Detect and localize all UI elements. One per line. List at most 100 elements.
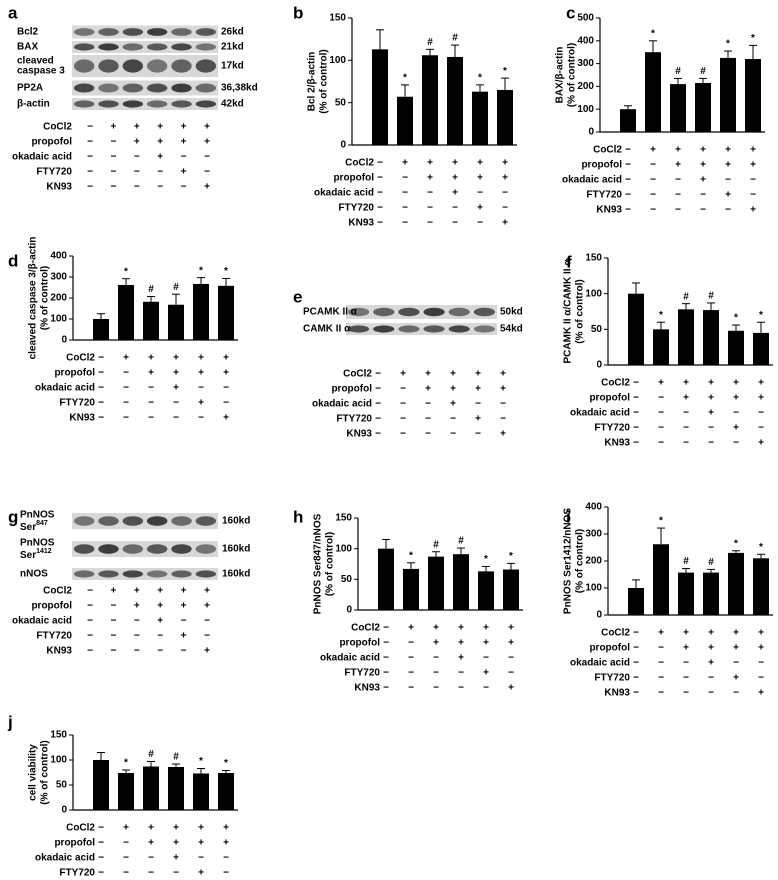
blot-label: PnNOS (20, 510, 55, 521)
treatment-sign: − (383, 683, 389, 694)
blot-band (195, 544, 217, 554)
treatment-sign: − (502, 188, 508, 199)
panel-letter: i (566, 507, 571, 526)
treatment-label: CoCl2 (601, 628, 630, 639)
treatment-sign: − (425, 399, 431, 410)
bar (497, 89, 513, 145)
y-tick-label: 100 (335, 543, 352, 554)
treatment-sign: + (198, 368, 204, 379)
y-tick-label: 0 (61, 805, 67, 816)
treatment-label: KN93 (346, 429, 372, 440)
y-axis-label: (% of control) (575, 529, 586, 593)
treatment-sign: − (223, 868, 229, 879)
treatment-sign: + (173, 383, 179, 394)
treatment-sign: − (750, 175, 756, 186)
treatment-sign: + (173, 368, 179, 379)
panel-letter: h (293, 507, 303, 526)
treatment-label: CoCl2 (345, 158, 374, 169)
treatment-sign: − (450, 414, 456, 425)
significance-label: # (433, 539, 439, 550)
treatment-sign: + (508, 683, 514, 694)
treatment-sign: + (157, 137, 163, 148)
treatment-label: FTY720 (36, 631, 72, 642)
treatment-sign: + (508, 638, 514, 649)
bar (703, 572, 719, 615)
treatment-sign: − (134, 167, 140, 178)
treatment-sign: − (725, 175, 731, 186)
treatment-sign: + (450, 384, 456, 395)
treatment-sign: − (658, 438, 664, 449)
y-tick-label: 300 (585, 529, 602, 540)
blot-band (195, 516, 217, 526)
treatment-label: KN93 (604, 438, 630, 449)
treatment-label: propofol (31, 137, 72, 148)
treatment-sign: + (408, 623, 414, 634)
treatment-sign: − (658, 393, 664, 404)
blot-size: 17kd (221, 61, 244, 72)
treatment-label: KN93 (596, 205, 622, 216)
treatment-sign: − (148, 413, 154, 424)
treatment-sign: + (450, 369, 456, 380)
significance-label: * (734, 313, 738, 324)
treatment-sign: − (733, 658, 739, 669)
y-tick-label: 100 (50, 755, 67, 766)
bar (653, 329, 669, 365)
bar (472, 91, 488, 145)
panel-letter: f (566, 252, 572, 271)
treatment-sign: − (123, 413, 129, 424)
treatment-sign: + (181, 137, 187, 148)
blot-band (98, 43, 119, 51)
treatment-sign: − (650, 175, 656, 186)
treatment-sign: − (633, 643, 639, 654)
treatment-sign: − (375, 369, 381, 380)
blot-size: 160kd (222, 516, 250, 527)
treatment-sign: + (700, 175, 706, 186)
treatment-sign: + (475, 414, 481, 425)
bar (620, 109, 636, 132)
treatment-sign: + (483, 668, 489, 679)
blot-label: nNOS (20, 569, 48, 580)
treatment-label: propofol (339, 638, 380, 649)
blot-band (122, 570, 144, 578)
bar (193, 773, 209, 810)
treatment-sign: − (633, 378, 639, 389)
significance-label: * (478, 73, 482, 84)
treatment-sign: − (98, 383, 104, 394)
blot-band (171, 570, 192, 578)
treatment-sign: − (408, 683, 414, 694)
treatment-label: propofol (54, 838, 95, 849)
treatment-sign: − (625, 145, 631, 156)
blot-size: 54kd (500, 324, 523, 335)
y-tick-label: 0 (340, 140, 346, 151)
blot-band (171, 544, 192, 554)
treatment-sign: − (633, 423, 639, 434)
treatment-sign: − (758, 423, 764, 434)
treatment-sign: − (477, 218, 483, 229)
treatment-sign: + (157, 152, 163, 163)
treatment-label: CoCl2 (43, 586, 72, 597)
treatment-sign: + (134, 122, 140, 133)
treatment-sign: − (198, 853, 204, 864)
treatment-sign: − (181, 616, 187, 627)
treatment-sign: − (708, 438, 714, 449)
treatment-sign: + (198, 838, 204, 849)
treatment-sign: − (383, 623, 389, 634)
bar (168, 304, 184, 340)
treatment-sign: − (87, 167, 93, 178)
treatment-sign: − (123, 838, 129, 849)
bar (503, 569, 519, 610)
treatment-sign: − (204, 616, 210, 627)
significance-label: * (403, 73, 407, 84)
treatment-sign: − (377, 173, 383, 184)
bar (118, 284, 134, 340)
treatment-sign: + (452, 158, 458, 169)
blot-band (98, 28, 119, 36)
significance-label: * (199, 265, 203, 276)
treatment-sign: − (375, 429, 381, 440)
treatment-sign: + (173, 853, 179, 864)
treatment-sign: − (683, 688, 689, 699)
blot-band (122, 100, 144, 108)
bar (728, 552, 744, 615)
blot-band (98, 570, 119, 578)
